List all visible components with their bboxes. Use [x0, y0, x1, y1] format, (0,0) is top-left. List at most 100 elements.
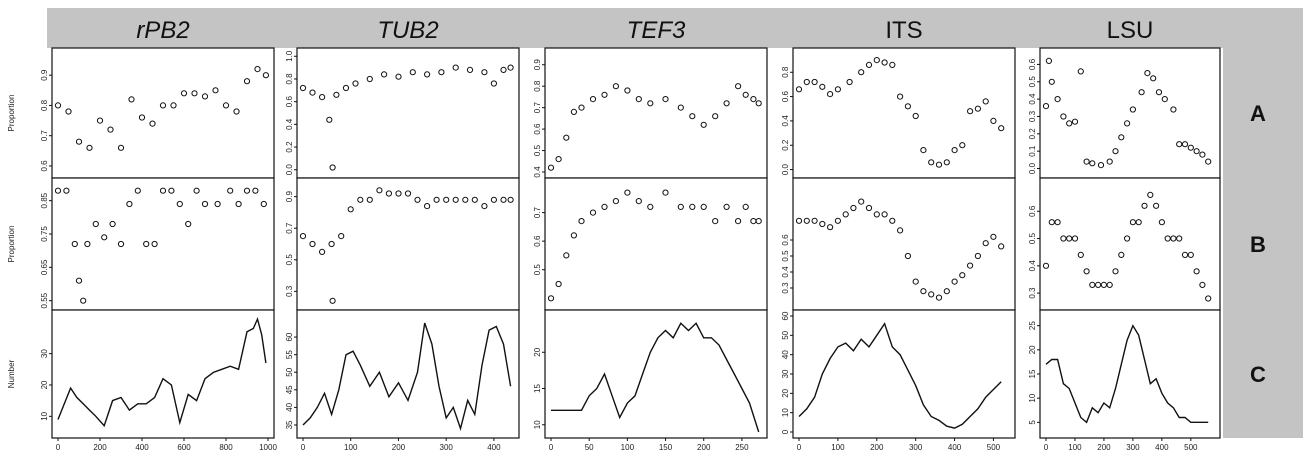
y-tick-label: 25 [1028, 321, 1037, 330]
data-point [601, 203, 608, 210]
panel-b-lsu: 0.3 0.4 0.5 0.6 [1028, 177, 1221, 311]
data-point [624, 189, 631, 196]
y-tick-label: 0.4 [781, 266, 790, 278]
y-tick-label: 0.5 [533, 264, 542, 276]
data-point [170, 102, 177, 109]
data-point [1089, 281, 1096, 288]
column-title-rpb2: rPB2 [136, 17, 189, 44]
data-point [134, 187, 141, 194]
data-point [168, 187, 175, 194]
data-point [935, 161, 943, 168]
x-tick-label: 400 [487, 443, 501, 452]
column-title-tub2: TUB2 [377, 17, 438, 44]
y-axis-label: Number [7, 359, 16, 388]
data-point [1118, 134, 1125, 141]
data-point [507, 64, 514, 71]
data-point [438, 69, 445, 76]
data-point [982, 240, 989, 247]
data-point [235, 200, 242, 208]
y-tick-label: 0.2 [285, 141, 294, 153]
y-tick-label: 15 [1028, 369, 1037, 378]
data-point [735, 218, 742, 225]
panel-frame [544, 47, 768, 179]
y-tick-label: 0.2 [781, 139, 790, 151]
data-point [689, 203, 696, 210]
y-tick-label: 0.8 [285, 73, 294, 85]
data-point [998, 243, 1005, 250]
data-point [1071, 235, 1079, 242]
data-point [873, 211, 880, 218]
data-point [159, 187, 167, 194]
panel-frame [1039, 177, 1221, 311]
data-point [943, 288, 950, 295]
data-point [385, 190, 392, 197]
y-tick-label: 0.3 [285, 285, 294, 297]
y-tick-label: 0.4 [533, 166, 542, 178]
data-point [101, 234, 108, 241]
data-point [1042, 103, 1050, 110]
column-title-its: ITS [885, 17, 922, 44]
data-point [54, 187, 62, 194]
panel-a-tef3: 0.4 0.5 0.6 0.7 0.8 0.9 [533, 47, 768, 179]
data-point [143, 240, 150, 248]
panel-a-lsu: 0.0 0.1 0.2 0.3 0.4 0.5 0.6 [1028, 47, 1221, 179]
x-tick-label: 1000 [259, 443, 277, 452]
data-point [723, 203, 730, 210]
y-tick-label: 0.5 [533, 144, 542, 156]
data-point [578, 218, 585, 225]
x-tick-label: 0 [301, 443, 306, 452]
data-point [96, 117, 104, 124]
data-point [589, 96, 597, 103]
data-point [1199, 281, 1206, 288]
data-point [881, 59, 888, 66]
panel-a-rpb2: 0.6 0.7 0.8 0.9 Proportion [7, 47, 275, 179]
y-tick-label: 60 [781, 311, 790, 320]
data-point [959, 142, 966, 149]
data-point [1144, 70, 1151, 77]
data-point [338, 233, 345, 240]
data-point [889, 61, 896, 69]
panel-frame [792, 177, 1016, 311]
data-point [935, 294, 943, 301]
panel-frame [792, 47, 1016, 179]
y-tick-label: 15 [533, 384, 542, 393]
data-point [967, 262, 974, 269]
row-label-band [1223, 8, 1303, 438]
data-point [1181, 251, 1189, 258]
data-point [858, 198, 865, 205]
data-point [395, 190, 402, 197]
data-point [865, 61, 873, 69]
series-line [551, 322, 760, 433]
data-point [433, 196, 440, 203]
y-tick-label: 0.5 [1028, 76, 1037, 88]
data-point [452, 64, 459, 71]
panel-c-its: 0 10 20 30 40 50 60 0 100 200 300 400 500 [781, 309, 1016, 452]
x-tick-label: 0 [1044, 443, 1049, 452]
data-point [299, 233, 307, 240]
data-point [1199, 151, 1206, 158]
data-point [1060, 235, 1067, 242]
data-point [1141, 202, 1148, 209]
y-tick-label: 40 [781, 350, 790, 359]
data-point [873, 57, 880, 64]
data-point [1106, 281, 1113, 288]
data-point [904, 103, 912, 110]
data-point [201, 93, 209, 100]
data-point [92, 220, 99, 228]
data-point [329, 297, 336, 304]
data-point [842, 211, 849, 218]
data-point [1170, 106, 1177, 113]
data-point [1048, 78, 1055, 85]
data-point [589, 209, 597, 216]
y-tick-label: 0.4 [1028, 93, 1037, 105]
data-point [381, 71, 388, 78]
data-point [1077, 68, 1084, 75]
data-point [635, 198, 642, 205]
data-point [998, 125, 1005, 132]
data-point [563, 252, 570, 259]
data-point [819, 220, 826, 228]
data-point [342, 84, 350, 92]
panel-b-rpb2: 0.55 0.65 0.75 0.85 Proportion [7, 177, 275, 311]
data-point [222, 102, 230, 109]
data-point [959, 272, 966, 279]
